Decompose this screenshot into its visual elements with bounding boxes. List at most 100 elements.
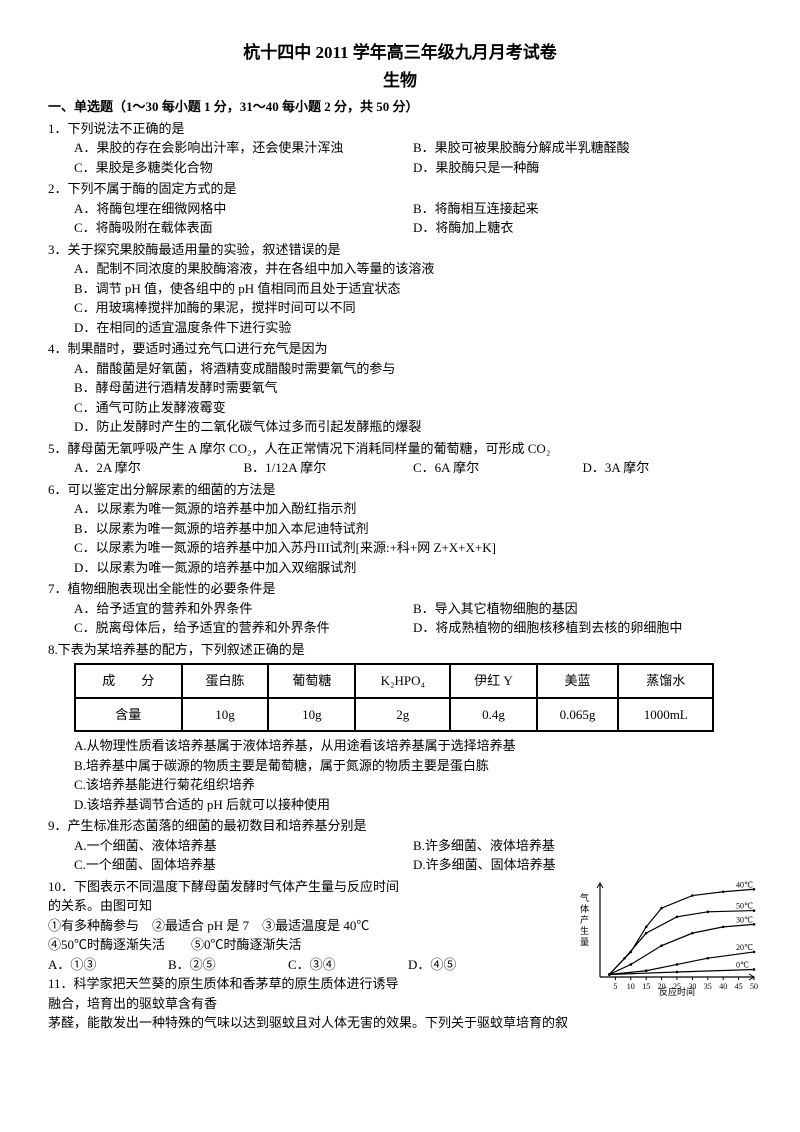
q4-opt-c: C．通气可防止发酵液霉变 [48, 398, 752, 418]
svg-text:15: 15 [642, 982, 650, 991]
question-3: 3．关于探究果胶酶最适用量的实验，叙述错误的是 A．配制不同浓度的果胶酶溶液，并… [48, 240, 752, 338]
q11-line3: 茅醛，能散发出一种特殊的气味以达到驱蚊且对人体无害的效果。下列关于驱蚊草培育的叙 [48, 1013, 752, 1033]
svg-text:0℃: 0℃ [736, 960, 749, 969]
question-5: 5．酵母菌无氧呼吸产生 A 摩尔 CO₂，人在正常情况下消耗同样量的葡萄糖，可形… [48, 439, 752, 478]
svg-text:体: 体 [580, 903, 589, 914]
q6-opt-b: B．以尿素为唯一氮源的培养基中加入本尼迪特试剂 [48, 519, 752, 539]
q8-opt-c: C.该培养基能进行菊花组织培养 [48, 775, 752, 795]
q6-opt-a: A．以尿素为唯一氮源的培养基中加入酚红指示剂 [48, 499, 752, 519]
svg-text:气: 气 [580, 892, 589, 903]
q10-opt-a: A．①③ [48, 955, 168, 975]
th-glucose: 葡萄糖 [268, 664, 355, 698]
q3-stem: 3．关于探究果胶酶最适用量的实验，叙述错误的是 [48, 240, 752, 260]
q8-stem: 8.下表为某培养基的配方，下列叙述正确的是 [48, 640, 752, 660]
q1-opt-b: B．果胶可被果胶酶分解成半乳糖醛酸 [413, 138, 752, 158]
q5-opt-b: B．1/12A 摩尔 [244, 458, 414, 478]
q8-opt-a: A.从物理性质看该培养基属于液体培养基，从用途看该培养基属于选择培养基 [48, 736, 752, 756]
question-1: 1．下列说法不正确的是 A．果胶的存在会影响出汁率，还会使果汁浑浊 B．果胶可被… [48, 119, 752, 178]
td-v2: 2g [355, 698, 450, 732]
th-methylene: 美蓝 [537, 664, 619, 698]
q10-opt-d: D．④⑤ [408, 955, 528, 975]
q8-opt-d: D.该培养基调节合适的 pH 后就可以接种使用 [48, 795, 752, 815]
svg-text:20℃: 20℃ [736, 942, 753, 951]
svg-text:5: 5 [613, 982, 617, 991]
q2-opt-c: C．将酶吸附在载体表面 [74, 218, 413, 238]
q9-opt-d: D.许多细菌、固体培养基 [413, 855, 752, 875]
td-v3: 0.4g [450, 698, 536, 732]
svg-text:反应时间: 反应时间 [659, 986, 695, 997]
q9-opt-b: B.许多细菌、液体培养基 [413, 836, 752, 856]
svg-text:量: 量 [580, 937, 589, 947]
q1-stem: 1．下列说法不正确的是 [48, 119, 752, 139]
q4-opt-b: B．酵母菌进行酒精发酵时需要氧气 [48, 378, 752, 398]
q10-line4: ④50℃时酶逐渐失活 ⑤0℃时酶逐渐失活 [48, 935, 528, 955]
td-v1: 10g [268, 698, 355, 732]
q5-stem: 5．酵母菌无氧呼吸产生 A 摩尔 CO₂，人在正常情况下消耗同样量的葡萄糖，可形… [48, 439, 752, 459]
svg-text:35: 35 [704, 982, 712, 991]
page-subtitle: 生物 [48, 68, 752, 94]
q4-stem: 4．制果醋时，要适时通过充气口进行充气是因为 [48, 339, 752, 359]
section-1-title: 一、单选题（1～30 每小题 1 分，31～40 每小题 2 分，共 50 分） [48, 97, 752, 117]
td-v5: 1000mL [618, 698, 713, 732]
q7-stem: 7．植物细胞表现出全能性的必要条件是 [48, 579, 752, 599]
question-8: 8.下表为某培养基的配方，下列叙述正确的是 成 分 蛋白胨 葡萄糖 K₂HPO₄… [48, 640, 752, 815]
q1-opt-c: C．果胶是多糖类化合物 [74, 158, 413, 178]
q7-opt-a: A．给予适宜的营养和外界条件 [74, 599, 413, 619]
q9-opt-c: C.一个细菌、固体培养基 [74, 855, 413, 875]
question-2: 2．下列不属于酶的固定方式的是 A．将酶包埋在细微网格中 B．将酶相互连接起来 … [48, 179, 752, 238]
th-water: 蒸馏水 [618, 664, 713, 698]
q6-opt-c: C．以尿素为唯一氮源的培养基中加入苏丹III试剂[来源:+科+网 Z+X+X+K… [48, 538, 752, 558]
table-data-row: 含量 10g 10g 2g 0.4g 0.065g 1000mL [75, 698, 713, 732]
q7-opt-d: D．将成熟植物的细胞核移植到去核的卵细胞中 [413, 618, 752, 638]
q6-stem: 6．可以鉴定出分解尿素的细菌的方法是 [48, 480, 752, 500]
q7-opt-c: C．脱离母体后，给予适宜的营养和外界条件 [74, 618, 413, 638]
q2-opt-d: D．将酶加上糖衣 [413, 218, 752, 238]
q5-opt-d: D．3A 摩尔 [583, 458, 753, 478]
q3-opt-d: D．在相同的适宜温度条件下进行实验 [48, 318, 752, 338]
q10-opt-c: C．③④ [288, 955, 408, 975]
question-7: 7．植物细胞表现出全能性的必要条件是 A．给予适宜的营养和外界条件 B．导入其它… [48, 579, 752, 638]
svg-text:45: 45 [735, 982, 743, 991]
q9-stem: 9．产生标准形态菌落的细菌的最初数目和培养基分别是 [48, 816, 752, 836]
td-v4: 0.065g [537, 698, 619, 732]
q5-opt-c: C．6A 摩尔 [413, 458, 583, 478]
q8-table: 成 分 蛋白胨 葡萄糖 K₂HPO₄ 伊红 Y 美蓝 蒸馏水 含量 10g 10… [74, 663, 714, 732]
svg-text:50: 50 [750, 982, 758, 991]
q5-opt-a: A．2A 摩尔 [74, 458, 244, 478]
q11-stem: 11．科学家把天竺葵的原生质体和香茅草的原生质体进行诱导 [48, 974, 528, 994]
th-component: 成 分 [75, 664, 182, 698]
q11-line2: 融合，培育出的驱蚊草含有香 [48, 994, 528, 1014]
th-protein: 蛋白胨 [182, 664, 269, 698]
q10-line2: 的关系。由图可知 [48, 896, 528, 916]
svg-text:40℃: 40℃ [736, 880, 753, 889]
svg-text:产: 产 [580, 914, 589, 925]
question-6: 6．可以鉴定出分解尿素的细菌的方法是 A．以尿素为唯一氮源的培养基中加入酚红指示… [48, 480, 752, 578]
q4-opt-d: D．防止发酵时产生的二氧化碳气体过多而引起发酵瓶的爆裂 [48, 417, 752, 437]
q3-opt-a: A．配制不同浓度的果胶酶溶液，并在各组中加入等量的该溶液 [48, 259, 752, 279]
page-title: 杭十四中 2011 学年高三年级九月月考试卷 [48, 40, 752, 66]
svg-text:40: 40 [719, 982, 727, 991]
th-eosin: 伊红 Y [450, 664, 536, 698]
q3-opt-c: C．用玻璃棒搅拌加酶的果泥，搅拌时间可以不同 [48, 298, 752, 318]
q10-line3: ①有多种酶参与 ②最适合 pH 是 7 ③最适温度是 40℃ [48, 916, 528, 936]
q10-stem: 10．下图表示不同温度下酵母菌发酵时气体产生量与反应时间 [48, 877, 528, 897]
q1-opt-a: A．果胶的存在会影响出汁率，还会使果汁浑浊 [74, 138, 413, 158]
q4-opt-a: A．醋酸菌是好氧菌，将酒精变成醋酸时需要氧气的参与 [48, 359, 752, 379]
th-k2hpo4: K₂HPO₄ [355, 664, 450, 698]
svg-text:生: 生 [580, 925, 589, 936]
svg-text:50℃: 50℃ [736, 901, 753, 910]
td-v0: 10g [182, 698, 269, 732]
question-9: 9．产生标准形态菌落的细菌的最初数目和培养基分别是 A.一个细菌、液体培养基 B… [48, 816, 752, 875]
q6-opt-d: D．以尿素为唯一氮源的培养基中加入双缩脲试剂 [48, 558, 752, 578]
q7-opt-b: B．导入其它植物细胞的基因 [413, 599, 752, 619]
q2-stem: 2．下列不属于酶的固定方式的是 [48, 179, 752, 199]
svg-text:30℃: 30℃ [736, 915, 753, 924]
svg-text:10: 10 [627, 982, 635, 991]
q2-opt-b: B．将酶相互连接起来 [413, 199, 752, 219]
q10-chart: 510152025303540455040℃50℃30℃20℃0℃气体产生量反应… [572, 877, 762, 997]
td-label: 含量 [75, 698, 182, 732]
table-header-row: 成 分 蛋白胨 葡萄糖 K₂HPO₄ 伊红 Y 美蓝 蒸馏水 [75, 664, 713, 698]
q9-opt-a: A.一个细菌、液体培养基 [74, 836, 413, 856]
q8-opt-b: B.培养基中属于碳源的物质主要是葡萄糖，属于氮源的物质主要是蛋白胨 [48, 756, 752, 776]
q10-opt-b: B．②⑤ [168, 955, 288, 975]
